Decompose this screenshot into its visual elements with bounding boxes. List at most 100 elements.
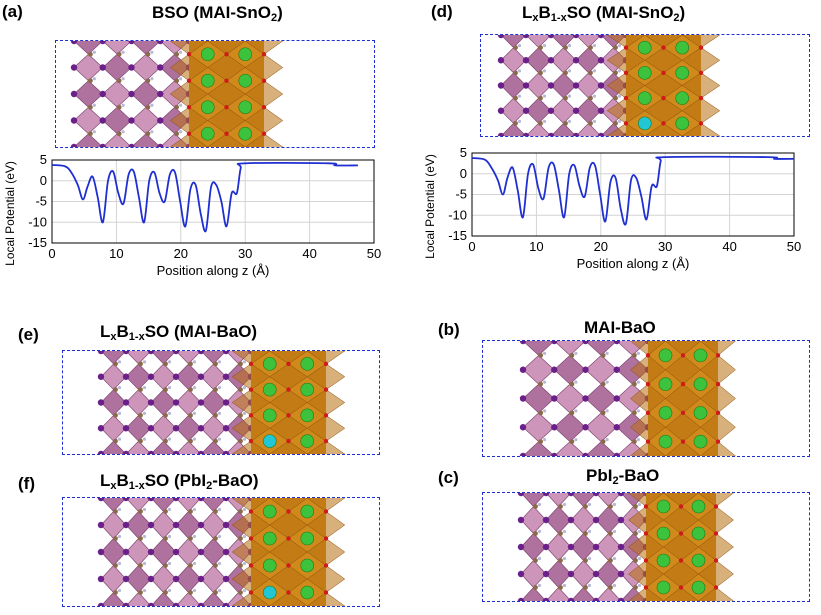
ma-molecule xyxy=(558,585,563,590)
pbi6-octahedron xyxy=(522,412,555,443)
oxide-octahedron xyxy=(269,440,308,454)
ma-molecule xyxy=(142,588,147,593)
ma-molecule xyxy=(631,352,637,358)
ma-molecule xyxy=(188,361,193,367)
iodine-atom xyxy=(122,399,130,406)
ba-atom xyxy=(300,558,315,573)
iodine-atom xyxy=(128,64,135,71)
pbi6-octahedron xyxy=(125,511,152,539)
ma-molecule xyxy=(617,69,622,73)
title-d-sub2: 1-x xyxy=(550,12,567,24)
ma-molecule xyxy=(612,529,617,534)
iodine-atom xyxy=(222,575,230,583)
oxygen-atom xyxy=(261,78,267,83)
iodine-atom xyxy=(522,132,530,136)
ma-molecule xyxy=(538,70,543,76)
ba-atom xyxy=(300,408,315,423)
iodine-atom xyxy=(597,35,605,39)
ma-molecule xyxy=(617,119,622,123)
ma-molecule xyxy=(150,77,154,81)
iodine-atom xyxy=(197,450,205,454)
y-axis-label: Local Potential (eV) xyxy=(3,161,17,266)
ma-molecule xyxy=(617,44,622,48)
ma-molecule xyxy=(242,360,247,364)
iodine-atom xyxy=(222,602,230,606)
ma-molecule xyxy=(117,386,122,390)
iodine-atom xyxy=(517,543,525,551)
panel-label-e: (e) xyxy=(18,325,39,344)
pbi6-octahedron xyxy=(175,351,202,365)
oxide-octahedron xyxy=(628,587,664,601)
structure-image-b xyxy=(482,340,810,457)
iodine-atom xyxy=(172,602,180,606)
ba-atom xyxy=(300,357,315,371)
oxygen-atom xyxy=(680,439,686,444)
iodine-atom xyxy=(497,35,505,39)
pbi6-octahedron xyxy=(175,538,202,566)
structure-drawing xyxy=(70,41,284,147)
la-atom xyxy=(637,116,652,131)
iodine-atom xyxy=(617,570,625,578)
iodine-atom xyxy=(547,82,555,89)
oxygen-atom xyxy=(323,361,329,367)
ma-molecule xyxy=(600,352,606,358)
ma-molecule xyxy=(562,583,567,588)
ma-molecule xyxy=(213,509,218,514)
oxygen-atom xyxy=(678,504,684,509)
ma-molecule xyxy=(563,120,568,126)
iodine-atom xyxy=(157,143,164,147)
y-axis-label: Local Potential (eV) xyxy=(423,154,437,259)
ma-molecule xyxy=(167,534,172,539)
ma-molecule xyxy=(636,351,640,355)
ma-molecule xyxy=(637,556,642,561)
ma-molecule xyxy=(238,412,243,418)
ma-molecule xyxy=(192,437,197,441)
oxygen-atom xyxy=(261,131,267,136)
oxygen-atom xyxy=(261,52,267,57)
pbi6-octahedron xyxy=(553,341,586,356)
ma-molecule xyxy=(242,437,247,441)
oxygen-atom xyxy=(248,413,254,418)
panel-label-b: (b) xyxy=(438,320,460,339)
pbi6-octahedron xyxy=(525,47,552,74)
panel-title-d: LxB1-xSO (MAI-SnO2) xyxy=(522,3,685,24)
iodine-atom xyxy=(197,498,205,502)
pbi6-octahedron xyxy=(200,389,227,416)
ba-atom xyxy=(637,91,652,105)
oxygen-atom xyxy=(286,438,291,444)
ma-molecule xyxy=(217,561,222,566)
ma-molecule xyxy=(121,103,125,107)
pbi6-octahedron xyxy=(150,592,177,606)
ba-atom xyxy=(675,91,690,105)
ma-molecule xyxy=(92,103,96,107)
panel-label-f: (f) xyxy=(18,474,35,493)
pbi6-octahedron xyxy=(102,53,132,82)
ma-molecule xyxy=(538,95,543,101)
ma-molecule xyxy=(116,51,122,57)
ba-atom xyxy=(262,357,277,371)
pbi6-octahedron xyxy=(553,412,586,443)
ma-molecule xyxy=(637,502,642,507)
iodine-atom xyxy=(542,597,550,601)
pbi6-octahedron xyxy=(595,533,622,561)
ma-molecule xyxy=(533,531,538,536)
ma-molecule xyxy=(533,558,538,563)
pbi6-octahedron xyxy=(175,565,202,593)
ma-molecule xyxy=(213,536,218,541)
oxygen-atom xyxy=(713,504,719,509)
ma-molecule xyxy=(142,411,147,415)
oxygen-atom xyxy=(678,585,684,590)
ma-molecule xyxy=(613,120,618,126)
ma-molecule xyxy=(163,536,168,541)
ma-molecule xyxy=(163,509,168,514)
ma-molecule xyxy=(542,44,547,48)
iodine-atom xyxy=(99,41,106,45)
ma-molecule xyxy=(613,95,618,101)
oxygen-atom xyxy=(248,438,254,444)
pbi6-octahedron xyxy=(595,506,622,534)
pbi6-octahedron xyxy=(100,440,127,454)
ma-molecule xyxy=(213,387,218,393)
ba-atom xyxy=(693,406,708,420)
pbi6-octahedron xyxy=(150,363,177,391)
structure-drawing xyxy=(517,493,734,601)
